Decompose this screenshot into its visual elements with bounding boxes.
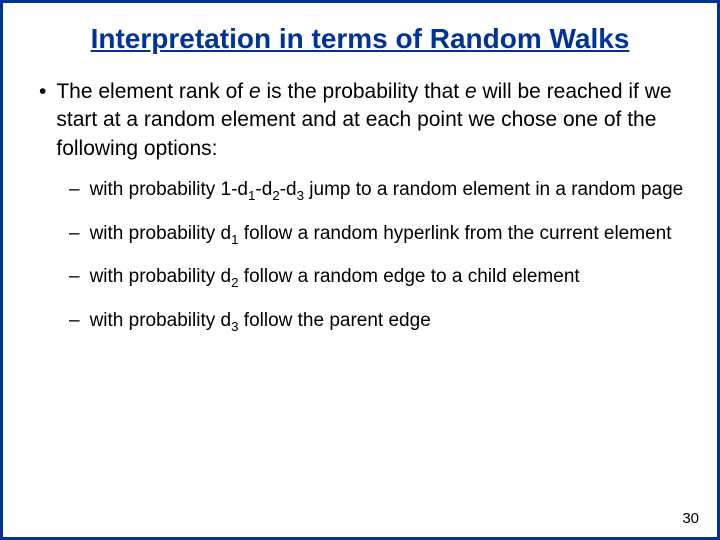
text-fragment: jump to a random element in a random pag… (304, 179, 683, 200)
dash-marker: – (69, 221, 80, 247)
sub-bullet-text: with probability 1-d1-d2-d3 jump to a ra… (90, 177, 687, 203)
main-bullet: • The element rank of e is the probabili… (33, 78, 687, 163)
page-number: 30 (682, 510, 699, 527)
dash-marker: – (69, 264, 80, 290)
sub-bullet-text: with probability d3 follow the parent ed… (90, 308, 687, 334)
text-fragment: follow the parent edge (239, 310, 431, 331)
text-fragment: with probability d (90, 266, 232, 287)
sub-bullet-2: – with probability d1 follow a random hy… (33, 221, 687, 247)
text-fragment: -d (255, 179, 272, 200)
sub-bullet-3: – with probability d2 follow a random ed… (33, 264, 687, 290)
variable-e: e (249, 80, 261, 103)
subscript: 3 (297, 188, 304, 203)
text-fragment: is the probability that (261, 80, 465, 103)
slide-title: Interpretation in terms of Random Walks (33, 21, 687, 56)
slide-container: Interpretation in terms of Random Walks … (0, 0, 720, 540)
sub-bullet-1: – with probability 1-d1-d2-d3 jump to a … (33, 177, 687, 203)
text-fragment: follow a random edge to a child element (239, 266, 580, 287)
subscript: 3 (231, 319, 238, 334)
sub-bullet-text: with probability d2 follow a random edge… (90, 264, 687, 290)
subscript: 2 (272, 188, 279, 203)
subscript: 1 (231, 231, 238, 246)
main-bullet-text: The element rank of e is the probability… (56, 78, 687, 163)
sub-bullet-4: – with probability d3 follow the parent … (33, 308, 687, 334)
dash-marker: – (69, 308, 80, 334)
text-fragment: with probability 1-d (90, 179, 248, 200)
subscript: 2 (231, 275, 238, 290)
variable-e: e (465, 80, 477, 103)
text-fragment: follow a random hyperlink from the curre… (239, 223, 672, 244)
bullet-marker: • (39, 78, 46, 163)
sub-bullet-text: with probability d1 follow a random hype… (90, 221, 687, 247)
dash-marker: – (69, 177, 80, 203)
text-fragment: with probability d (90, 310, 232, 331)
text-fragment: The element rank of (56, 80, 249, 103)
text-fragment: with probability d (90, 223, 232, 244)
text-fragment: -d (280, 179, 297, 200)
